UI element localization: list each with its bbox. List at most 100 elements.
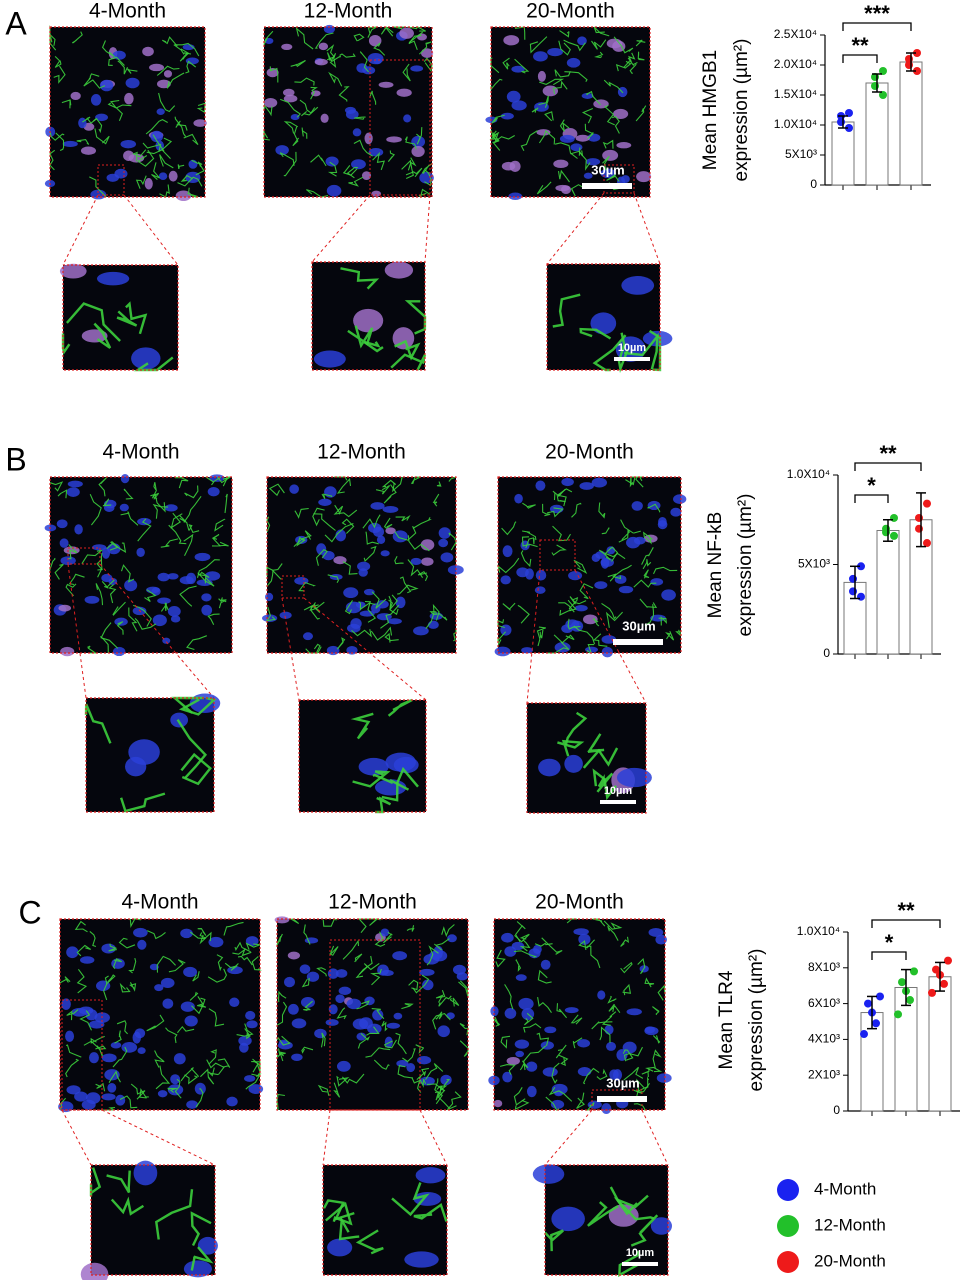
nucleus xyxy=(386,1022,401,1029)
nucleus xyxy=(136,547,145,557)
nucleus xyxy=(137,517,152,526)
process xyxy=(151,162,161,181)
nucleus xyxy=(597,990,606,1000)
micrograph xyxy=(58,918,264,1113)
process xyxy=(387,150,395,162)
process xyxy=(133,356,174,372)
nucleus xyxy=(67,480,83,488)
process xyxy=(184,485,199,499)
micrograph xyxy=(84,693,221,813)
process xyxy=(338,1216,360,1241)
data-point xyxy=(923,499,931,508)
nucleus xyxy=(123,150,134,161)
micrograph xyxy=(262,476,464,656)
column-title: 12-Month xyxy=(317,441,406,464)
process xyxy=(116,1020,128,1035)
process xyxy=(394,339,421,361)
nucleus xyxy=(114,617,128,626)
process xyxy=(244,1028,251,1040)
process xyxy=(576,1092,586,1109)
process xyxy=(435,1011,443,1020)
y-tick-label: 1.0X10⁴ xyxy=(787,467,830,481)
process xyxy=(362,514,381,529)
process xyxy=(57,489,68,499)
process xyxy=(390,353,427,371)
nucleus xyxy=(134,1028,146,1039)
zoom-box xyxy=(329,939,421,1111)
process xyxy=(84,703,112,744)
process xyxy=(402,1048,416,1063)
process xyxy=(142,142,162,152)
process xyxy=(183,533,194,557)
nucleus xyxy=(101,1093,116,1101)
column-title: 4-Month xyxy=(102,441,179,464)
nucleus xyxy=(452,964,466,975)
y-tick-label: 0 xyxy=(833,1103,840,1117)
nucleus xyxy=(66,487,80,497)
zoom-box xyxy=(281,575,305,599)
zoom-line xyxy=(62,194,99,266)
process xyxy=(573,625,596,645)
image-border xyxy=(322,1164,448,1276)
nucleus xyxy=(506,90,521,103)
process xyxy=(321,493,333,499)
process xyxy=(620,519,641,534)
process xyxy=(263,131,270,141)
process xyxy=(551,1062,560,1084)
nucleus xyxy=(368,34,382,47)
zoom-line xyxy=(281,597,300,701)
nucleus xyxy=(446,1012,455,1020)
process xyxy=(266,569,282,587)
zoom-box xyxy=(61,999,103,1111)
micrograph xyxy=(298,698,427,814)
process xyxy=(65,1044,82,1058)
nucleus xyxy=(58,604,72,612)
process xyxy=(652,1035,661,1044)
process xyxy=(174,116,187,137)
process xyxy=(618,1250,640,1278)
data-point xyxy=(872,1019,880,1028)
process xyxy=(412,517,432,529)
process xyxy=(82,116,97,124)
process xyxy=(572,1037,583,1049)
nucleus xyxy=(125,77,140,89)
process xyxy=(211,534,221,547)
process xyxy=(268,483,285,497)
nucleus xyxy=(555,184,570,192)
process xyxy=(609,1186,655,1221)
nucleus xyxy=(164,504,178,512)
nucleus xyxy=(367,1023,382,1034)
process xyxy=(520,550,532,568)
nucleus xyxy=(384,261,414,279)
process xyxy=(548,1086,573,1102)
nucleus xyxy=(328,1004,338,1015)
process xyxy=(363,545,377,563)
process xyxy=(245,942,261,950)
process xyxy=(49,557,56,571)
nucleus xyxy=(600,557,610,569)
process xyxy=(587,733,605,754)
data-point xyxy=(913,49,921,57)
process xyxy=(570,184,586,197)
nucleus xyxy=(291,1018,307,1029)
process xyxy=(363,340,384,353)
nucleus xyxy=(577,36,587,46)
nucleus xyxy=(501,932,514,943)
process xyxy=(313,513,336,531)
process xyxy=(217,1058,231,1068)
nucleus xyxy=(377,964,389,976)
process xyxy=(174,42,200,57)
process xyxy=(174,1078,182,1099)
process xyxy=(186,635,207,651)
zoom-line xyxy=(67,563,87,699)
nucleus xyxy=(149,963,159,971)
nucleus xyxy=(88,1020,105,1029)
process xyxy=(501,521,517,536)
process xyxy=(348,176,364,187)
process xyxy=(620,936,630,947)
nucleus xyxy=(356,1032,367,1041)
y-tick-label: 2.5X10⁴ xyxy=(774,27,817,41)
nucleus xyxy=(99,79,114,92)
process xyxy=(206,1059,225,1076)
